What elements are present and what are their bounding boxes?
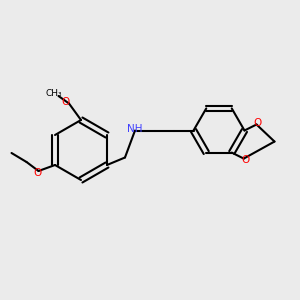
Text: NH: NH <box>127 124 143 134</box>
Text: O: O <box>33 167 41 178</box>
Text: CH₃: CH₃ <box>46 88 62 98</box>
Text: O: O <box>62 97 70 107</box>
Text: O: O <box>254 118 262 128</box>
Text: O: O <box>241 155 249 165</box>
